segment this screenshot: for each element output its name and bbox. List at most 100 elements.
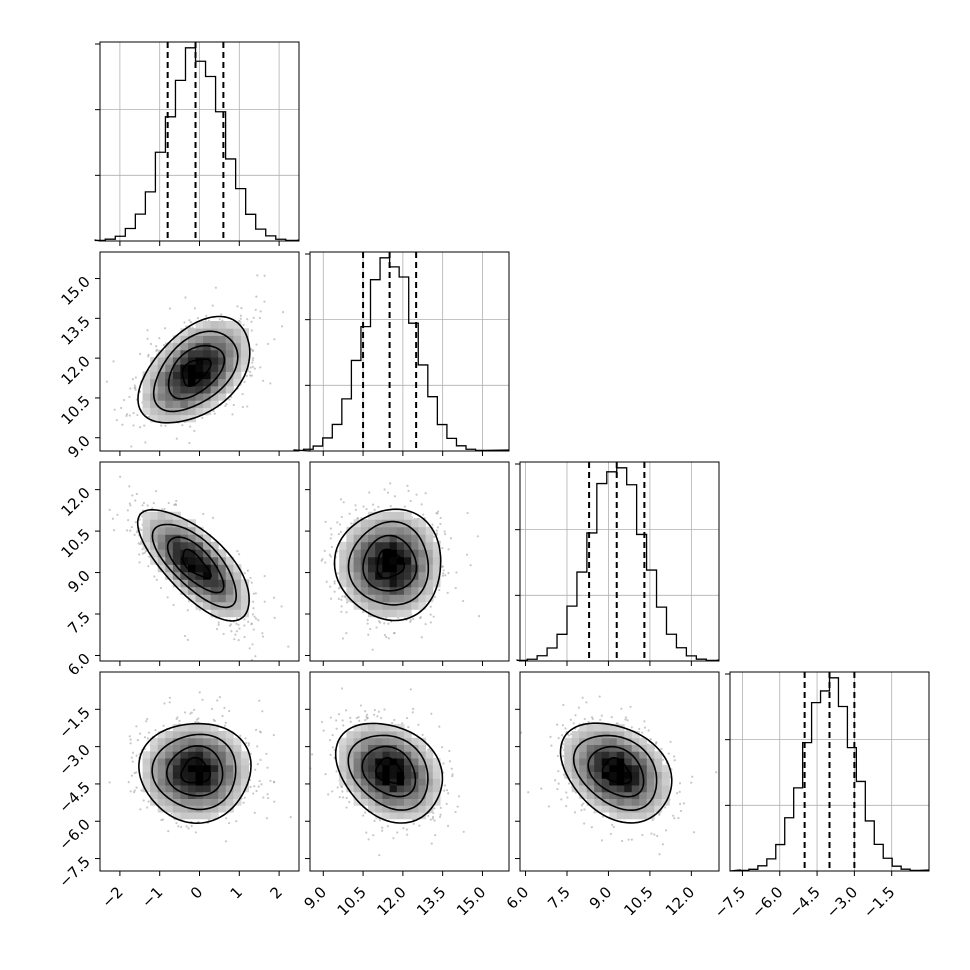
scatter-point [130, 525, 133, 529]
density-cell [203, 571, 212, 580]
density-cell [180, 751, 189, 759]
density-cell [203, 356, 212, 365]
scatter-point [256, 763, 259, 766]
contour-1 [167, 344, 226, 400]
scatter-point [141, 504, 144, 507]
density-cell [187, 594, 197, 603]
density-cell [218, 601, 227, 610]
density-cell [142, 400, 151, 408]
density-cell [150, 534, 159, 543]
density-cell [367, 579, 376, 588]
scatter-point [477, 615, 481, 618]
scatter-point [128, 735, 131, 738]
scatter-point [678, 790, 681, 793]
density-cell [624, 737, 633, 745]
density-cell [389, 534, 398, 543]
density-cell [367, 751, 376, 759]
scatter-point [583, 808, 586, 811]
density-cell [180, 771, 189, 779]
scatter-point [431, 817, 435, 820]
density-cell [411, 519, 419, 528]
scatter-point [439, 522, 442, 526]
density-cell [165, 744, 174, 752]
density-cell [396, 737, 405, 745]
density-cell [150, 751, 159, 759]
scatter-point [441, 574, 445, 577]
density-cell [382, 579, 391, 588]
scatter-point [155, 489, 158, 493]
scatter-point [236, 617, 239, 620]
density-cell [180, 556, 189, 565]
density-cell [157, 730, 166, 739]
density-cell [396, 579, 405, 588]
density-cell [157, 751, 166, 759]
histogram-param-2 [516, 467, 720, 662]
density-cell [172, 526, 181, 535]
density-cell [195, 771, 204, 779]
density-cell [180, 730, 189, 739]
scatter-point [133, 386, 136, 390]
density-cell [218, 342, 227, 351]
density-cell [425, 778, 434, 786]
density-cell [157, 414, 166, 423]
y-tick-label: −1.5 [55, 703, 93, 741]
scatter-point [340, 605, 343, 608]
scatter-point [421, 733, 424, 736]
scatter-point [386, 491, 390, 494]
density-cell [195, 594, 204, 603]
density-cell [375, 586, 383, 595]
density-cell [150, 378, 159, 387]
scatter-point [350, 522, 353, 525]
scatter-point [327, 793, 330, 796]
density-cell [382, 757, 391, 766]
density-cell [601, 805, 610, 813]
density-cell [404, 586, 412, 595]
scatter-point [116, 513, 119, 516]
scatter-point [654, 742, 658, 745]
density-cell [240, 601, 249, 610]
density-cell [172, 798, 181, 806]
density-cell [631, 757, 640, 766]
density-cell [389, 594, 398, 603]
density-cell [418, 751, 427, 759]
density-cell [367, 564, 376, 573]
contour-0 [601, 757, 633, 785]
density-cell [210, 579, 219, 588]
density-cell [210, 737, 219, 745]
density-cell [157, 744, 166, 752]
density-cell [210, 724, 219, 732]
scatter-point [341, 719, 344, 722]
density-cell [346, 778, 355, 786]
density-cell [432, 778, 441, 786]
scatter-point [115, 419, 118, 422]
density-cell [411, 764, 419, 772]
density-cell [210, 335, 219, 344]
density-cell [157, 778, 166, 786]
density-cell [353, 549, 362, 558]
scatter-point [583, 717, 586, 721]
density-cell [346, 564, 355, 573]
scatter-point [624, 718, 627, 721]
scatter-point [409, 620, 412, 623]
scatter-point [183, 321, 186, 324]
scatter-point [139, 808, 142, 811]
scatter-point [397, 459, 399, 461]
density-cell [382, 764, 391, 772]
scatter-point [131, 378, 134, 381]
density-cell [240, 356, 249, 365]
density-cell [601, 778, 610, 786]
scatter-point [235, 622, 238, 625]
scatter-point [161, 818, 165, 821]
density-cell [353, 730, 362, 739]
density-cell [339, 541, 347, 550]
scatter-point [373, 708, 376, 712]
scatter-point [431, 815, 435, 818]
density-cell [661, 771, 670, 779]
scatter-point [168, 307, 172, 310]
density-cell [624, 778, 633, 786]
scatter-point [262, 379, 265, 382]
scatter-point [328, 553, 331, 556]
density-cell [616, 812, 625, 820]
density-cell [594, 791, 603, 800]
density-cell [396, 594, 405, 603]
